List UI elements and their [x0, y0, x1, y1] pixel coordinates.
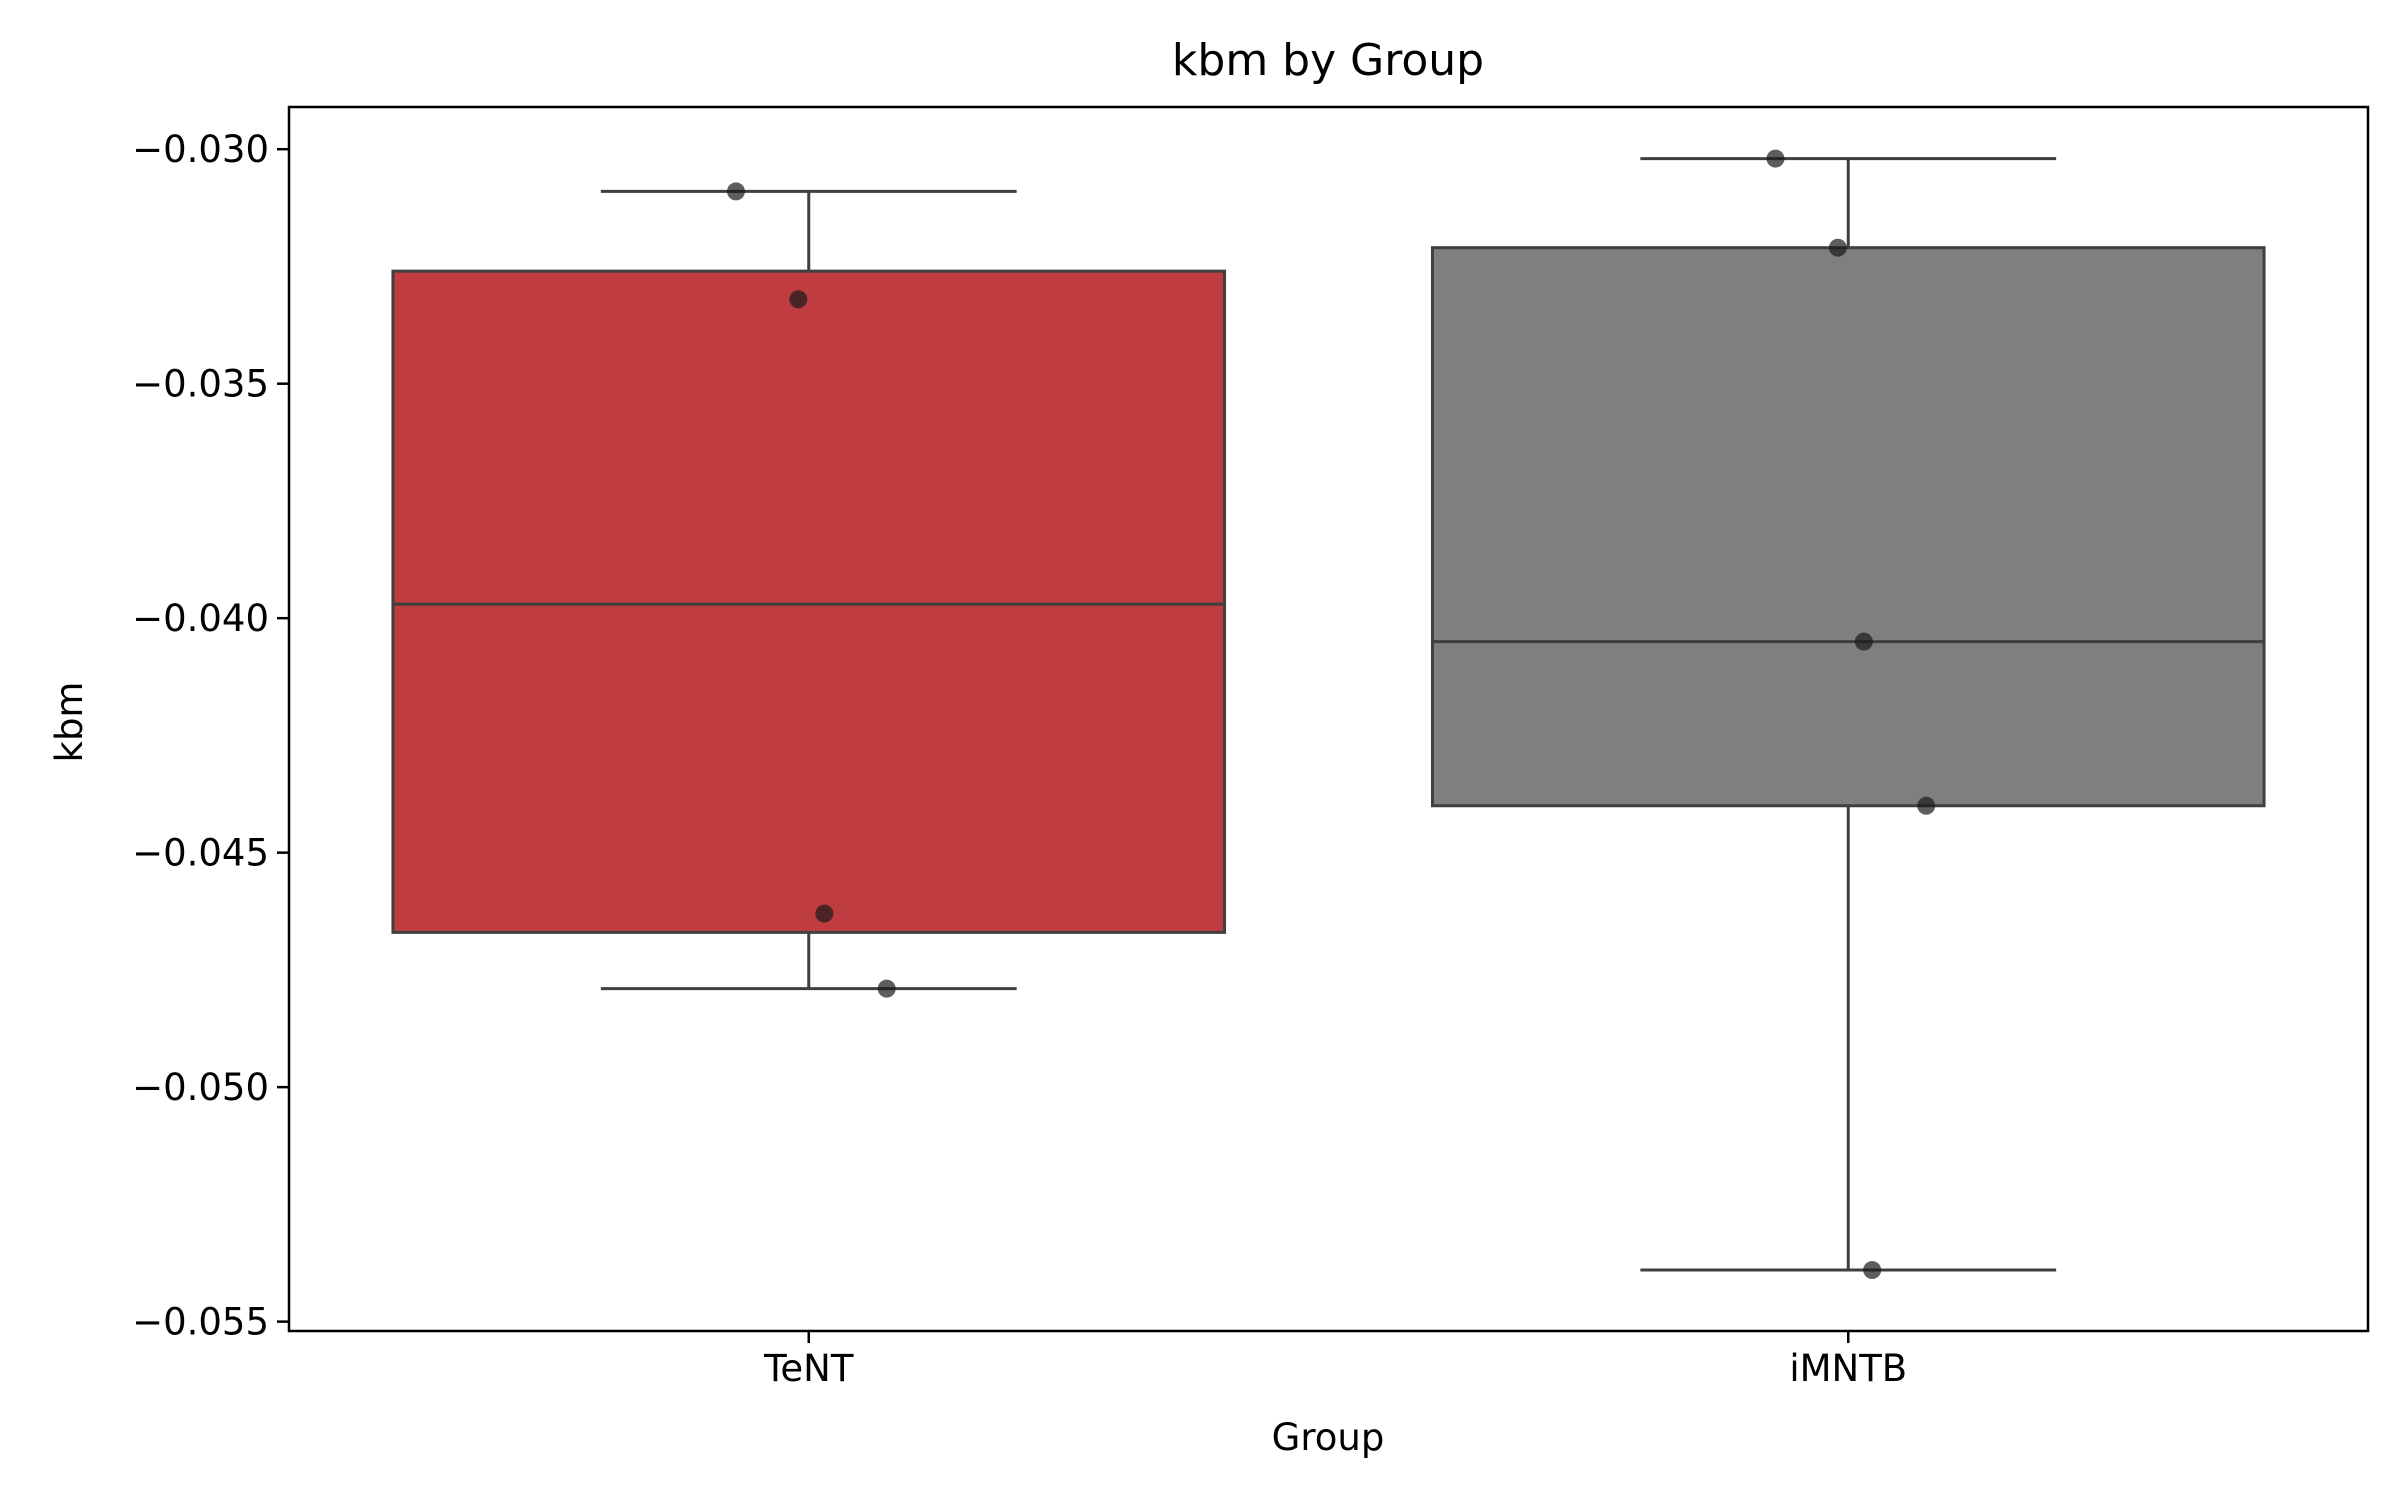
- data-point: [1863, 1261, 1882, 1280]
- x-tick-label: iMNTB: [1789, 1347, 1907, 1390]
- y-tick-label: −0.030: [132, 128, 269, 171]
- plot-frame: [287, 105, 2370, 1333]
- box-rect: [1430, 246, 2266, 808]
- box-rect: [391, 269, 1227, 934]
- points-layer: [726, 149, 1936, 1280]
- y-tick-label: −0.050: [132, 1066, 269, 1109]
- y-axis-label: kbm: [48, 682, 91, 763]
- y-tick-label: −0.035: [132, 363, 269, 406]
- boxes-layer: [391, 157, 2266, 1272]
- y-axis: −0.030 −0.035 −0.040 −0.045 −0.050 −0.055: [132, 128, 289, 1344]
- x-axis-label: Group: [1272, 1416, 1385, 1459]
- box-group-tent: [391, 189, 1227, 991]
- data-point: [726, 182, 745, 201]
- box-group-imntb: [1430, 157, 2266, 1272]
- y-tick-label: −0.040: [132, 597, 269, 640]
- data-point: [815, 904, 834, 923]
- data-point: [1766, 149, 1785, 168]
- data-point: [1828, 238, 1847, 257]
- y-tick-label: −0.055: [132, 1301, 269, 1344]
- chart-title: kbm by Group: [1172, 35, 1484, 86]
- data-point: [1917, 796, 1936, 815]
- x-axis: TeNT iMNTB: [763, 1331, 1907, 1390]
- y-tick-label: −0.045: [132, 832, 269, 875]
- data-point: [1854, 632, 1873, 651]
- data-point: [789, 290, 808, 309]
- data-point: [877, 979, 896, 998]
- x-tick-label: TeNT: [763, 1347, 854, 1390]
